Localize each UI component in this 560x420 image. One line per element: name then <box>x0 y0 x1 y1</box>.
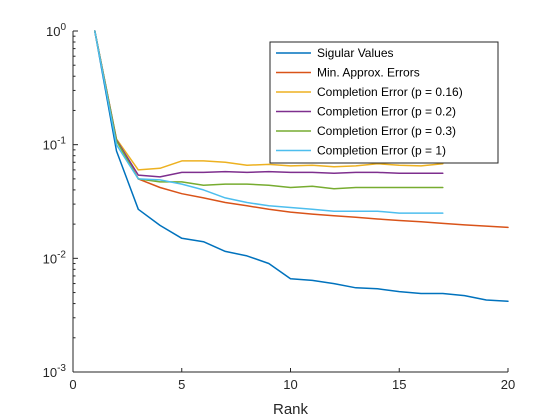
x-tick-label: 20 <box>501 377 515 392</box>
series-line-3 <box>94 30 444 171</box>
legend-box <box>269 41 499 164</box>
legend-label: Completion Error (p = 0.3) <box>317 124 456 138</box>
axes-layer: 0 5 10 15 20 10-3 10-2 10-1 100 <box>43 22 516 392</box>
x-tick-label: 0 <box>69 377 76 392</box>
x-tick-label: 5 <box>178 377 185 392</box>
series-line-2 <box>94 30 509 229</box>
legend: Sigular Values Min. Approx. Errors Complet… <box>269 41 499 164</box>
y-tick-label: 10-2 <box>43 249 67 266</box>
x-tick-label: 15 <box>392 377 406 392</box>
legend-label: Completion Error (p = 0.16) <box>317 85 463 99</box>
series-line-1 <box>94 30 509 302</box>
y-tick-label: 100 <box>46 22 66 39</box>
y-tick-label: 10-3 <box>43 363 67 380</box>
series-line-6 <box>94 30 444 214</box>
y-tick-label: 10-1 <box>43 136 67 153</box>
series-line-5 <box>94 30 444 190</box>
x-axis-title: Rank <box>273 401 309 418</box>
legend-label: Min. Approx. Errors <box>317 66 420 80</box>
legend-label: Completion Error (p = 1) <box>317 144 446 158</box>
legend-label: Sigular Values <box>317 46 394 60</box>
x-tick-label: 10 <box>283 377 297 392</box>
series-layer <box>94 30 509 302</box>
legend-label: Completion Error (p = 0.2) <box>317 105 456 119</box>
series-line-4 <box>94 30 444 178</box>
